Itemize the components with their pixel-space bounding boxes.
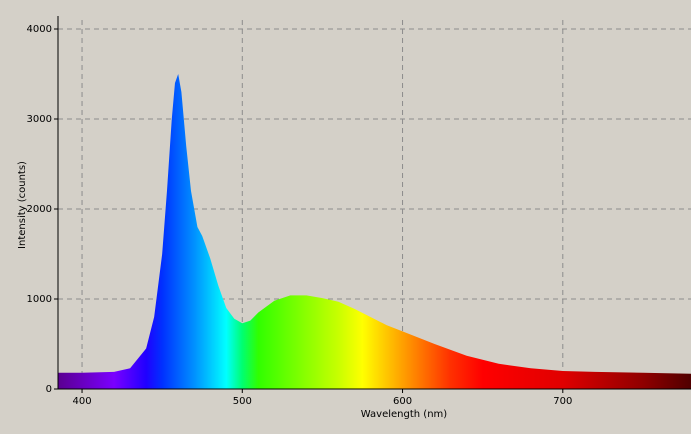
y-tick-label: 0 [46,384,52,395]
x-tick-label: 700 [553,396,572,407]
x-tick-label: 400 [72,396,91,407]
spectrum-area [58,74,691,389]
x-tick-label: 600 [393,396,412,407]
y-axis-label: Intensity (counts) [17,161,28,249]
x-axis-label: Wavelength (nm) [361,409,447,420]
y-tick-label: 4000 [27,24,52,35]
y-tick-label: 2000 [27,204,52,215]
x-tick-label: 500 [233,396,252,407]
y-tick-label: 1000 [27,294,52,305]
y-tick-label: 3000 [27,114,52,125]
